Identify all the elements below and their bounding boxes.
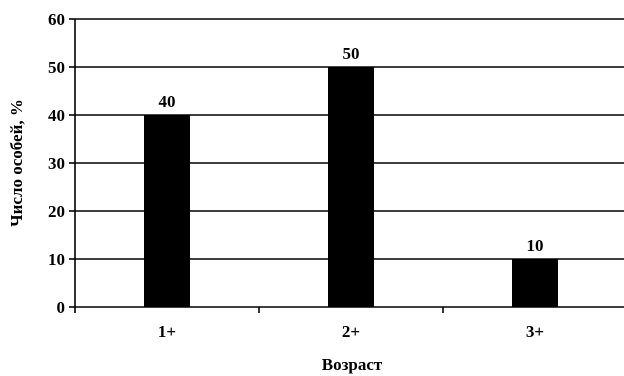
labels: 0 10 20 30 40 50 60 40 1+ 50 2+ 10 3+ [48, 10, 544, 341]
x-tick-label: 2+ [342, 322, 360, 341]
y-tick-label: 30 [48, 154, 65, 173]
y-tick-label: 60 [48, 10, 65, 29]
y-tick-label: 40 [48, 106, 65, 125]
y-axis-title: Число особей, % [7, 99, 26, 227]
y-tick-label: 20 [48, 202, 65, 221]
y-tick-label: 0 [57, 298, 66, 317]
data-label: 50 [343, 44, 360, 63]
bar-1+ [144, 115, 190, 307]
x-tick-label: 3+ [526, 322, 544, 341]
bar-3+ [512, 259, 558, 307]
y-tick-label: 10 [48, 250, 65, 269]
bar-2+ [328, 67, 374, 307]
axes [69, 18, 624, 313]
y-tick-label: 50 [48, 58, 65, 77]
data-label: 10 [527, 236, 544, 255]
data-label: 40 [159, 92, 176, 111]
x-tick-label: 1+ [158, 322, 176, 341]
bars [144, 67, 558, 307]
x-axis-title: Возраст [322, 355, 383, 374]
